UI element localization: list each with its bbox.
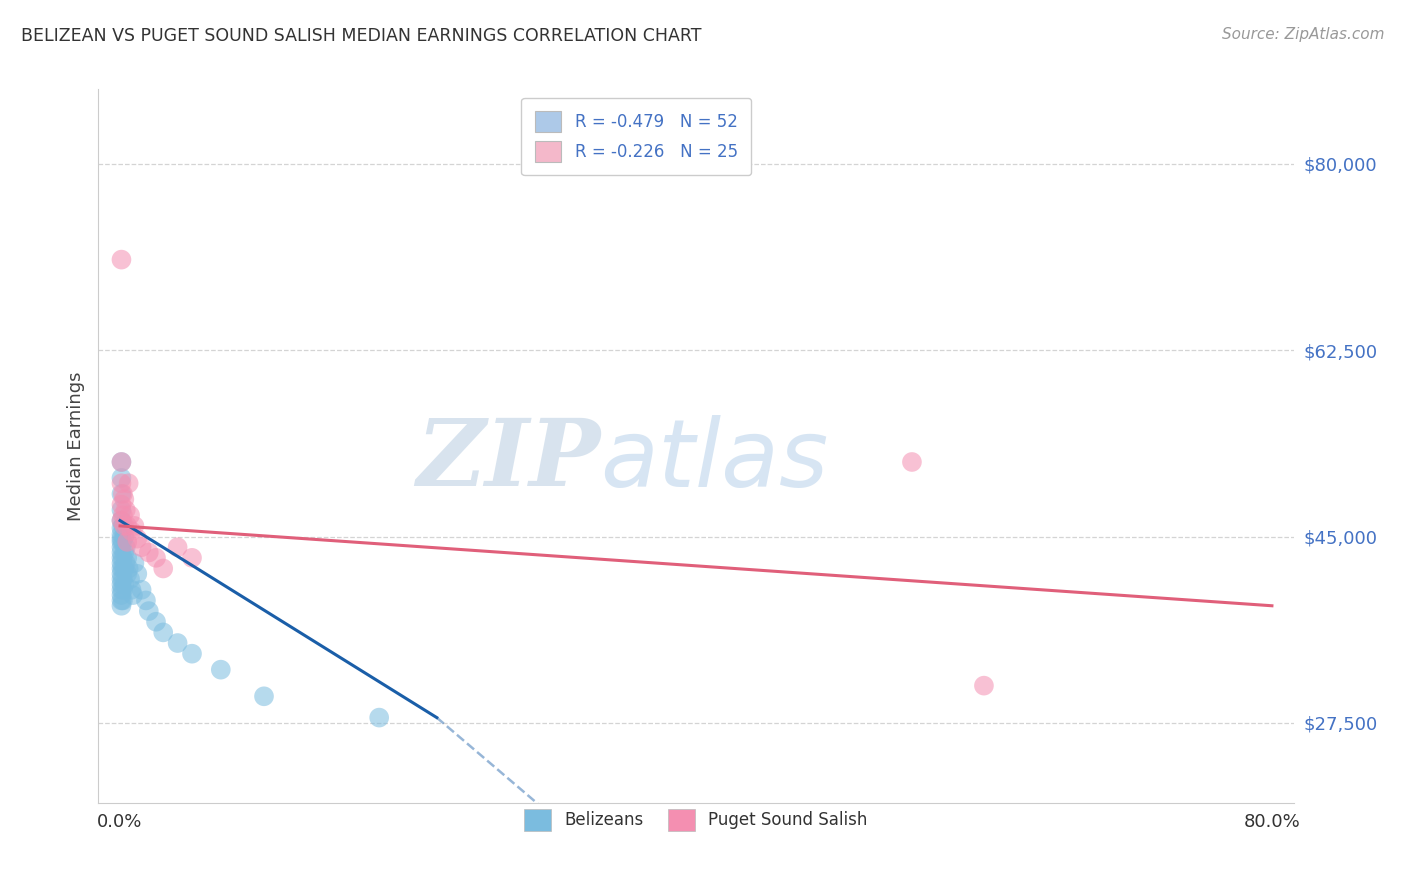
Point <box>181 647 204 661</box>
Point <box>145 550 167 565</box>
Point <box>112 529 135 543</box>
Point <box>120 508 142 523</box>
Point <box>368 710 391 724</box>
Text: BELIZEAN VS PUGET SOUND SALISH MEDIAN EARNINGS CORRELATION CHART: BELIZEAN VS PUGET SOUND SALISH MEDIAN EA… <box>21 27 702 45</box>
Point <box>111 487 134 501</box>
Point <box>152 561 174 575</box>
Point <box>110 534 132 549</box>
Point <box>973 679 995 693</box>
Point <box>131 540 153 554</box>
Point <box>111 550 134 565</box>
Point <box>111 508 134 523</box>
Point <box>138 545 160 559</box>
Point <box>122 588 145 602</box>
Point <box>121 582 143 597</box>
Point <box>110 588 132 602</box>
Point <box>110 566 132 581</box>
Point <box>111 519 134 533</box>
Text: atlas: atlas <box>600 415 828 506</box>
Point <box>110 455 132 469</box>
Point <box>110 599 132 613</box>
Point <box>111 572 134 586</box>
Point <box>110 582 132 597</box>
Point <box>166 636 188 650</box>
Point <box>114 540 136 554</box>
Point <box>111 582 134 597</box>
Point <box>110 252 132 267</box>
Point <box>110 550 132 565</box>
Point <box>127 566 149 581</box>
Point <box>110 514 132 528</box>
Point <box>112 492 135 507</box>
Point <box>112 561 135 575</box>
Point <box>145 615 167 629</box>
Point <box>118 561 141 575</box>
Point <box>115 534 138 549</box>
Point <box>110 498 132 512</box>
Point <box>124 556 146 570</box>
Point <box>131 582 153 597</box>
Point <box>110 455 132 469</box>
Point <box>110 561 132 575</box>
Point <box>110 556 132 570</box>
Point <box>124 519 146 533</box>
Point <box>135 593 157 607</box>
Point <box>209 663 232 677</box>
Point <box>115 519 138 533</box>
Point <box>111 593 134 607</box>
Point <box>110 476 132 491</box>
Point <box>118 476 141 491</box>
Point <box>114 556 136 570</box>
Point <box>111 561 134 575</box>
Point <box>110 471 132 485</box>
Point <box>110 527 132 541</box>
Point <box>110 577 132 591</box>
Point <box>110 540 132 554</box>
Point <box>112 577 135 591</box>
Point <box>112 519 135 533</box>
Point <box>114 503 136 517</box>
Point <box>110 593 132 607</box>
Point <box>115 566 138 581</box>
Point <box>152 625 174 640</box>
Point <box>112 545 135 559</box>
Point <box>110 503 132 517</box>
Point <box>111 534 134 549</box>
Point <box>110 514 132 528</box>
Text: ZIP: ZIP <box>416 416 600 505</box>
Point <box>181 550 204 565</box>
Point <box>166 540 188 554</box>
Point <box>110 487 132 501</box>
Legend: Belizeans, Puget Sound Salish: Belizeans, Puget Sound Salish <box>517 803 875 838</box>
Text: Source: ZipAtlas.com: Source: ZipAtlas.com <box>1222 27 1385 42</box>
Point <box>110 572 132 586</box>
Point <box>110 521 132 535</box>
Point <box>127 532 149 546</box>
Y-axis label: Median Earnings: Median Earnings <box>66 371 84 521</box>
Point <box>121 524 143 539</box>
Point <box>110 545 132 559</box>
Point <box>115 550 138 565</box>
Point <box>138 604 160 618</box>
Point <box>253 690 276 704</box>
Point <box>110 532 132 546</box>
Point <box>120 572 142 586</box>
Point <box>901 455 924 469</box>
